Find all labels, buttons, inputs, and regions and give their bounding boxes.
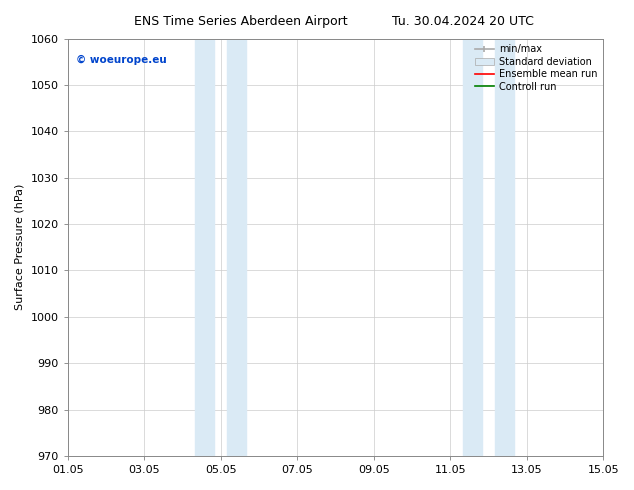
- Bar: [195, 39, 214, 456]
- Bar: [227, 39, 247, 456]
- Y-axis label: Surface Pressure (hPa): Surface Pressure (hPa): [15, 184, 25, 311]
- Bar: [463, 39, 482, 456]
- Text: © woeurope.eu: © woeurope.eu: [75, 55, 167, 65]
- Text: Tu. 30.04.2024 20 UTC: Tu. 30.04.2024 20 UTC: [392, 15, 534, 28]
- Text: ENS Time Series Aberdeen Airport: ENS Time Series Aberdeen Airport: [134, 15, 347, 28]
- Bar: [495, 39, 514, 456]
- Legend: min/max, Standard deviation, Ensemble mean run, Controll run: min/max, Standard deviation, Ensemble me…: [470, 41, 601, 96]
